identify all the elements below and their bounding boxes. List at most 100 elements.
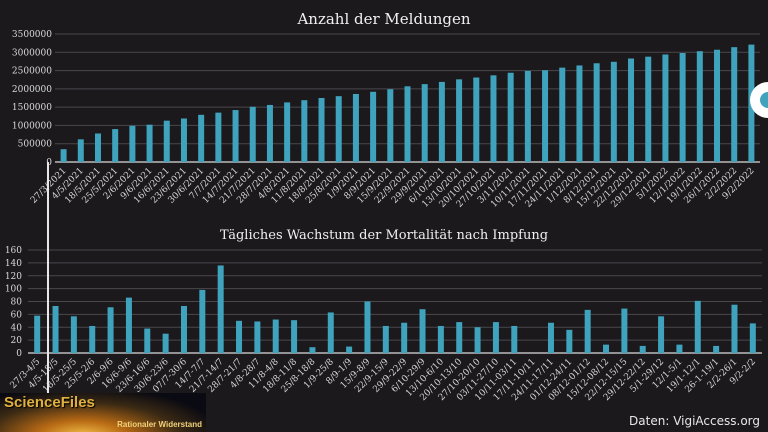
bar: [70, 316, 77, 353]
bar: [346, 346, 353, 353]
bar: [217, 265, 224, 353]
bar: [490, 75, 497, 162]
bar: [146, 124, 153, 162]
bar: [731, 47, 738, 163]
y-tick-label: 0: [16, 349, 22, 359]
y-tick-label: 160: [5, 246, 22, 256]
bar: [731, 304, 738, 353]
bar: [584, 309, 591, 353]
bar: [696, 51, 703, 163]
bar: [309, 347, 316, 353]
bar: [112, 129, 119, 162]
bar: [34, 315, 41, 353]
logo-tagline: Rationaler Widerstand: [117, 420, 202, 429]
bar: [645, 56, 652, 162]
bar: [232, 110, 239, 162]
bar: [507, 72, 514, 162]
bar: [52, 306, 59, 353]
bar: [266, 104, 273, 162]
bar: [107, 307, 114, 353]
bar: [163, 120, 170, 162]
y-tick-label: 20: [11, 336, 23, 346]
bar: [291, 320, 298, 353]
bar: [438, 81, 445, 162]
bar: [419, 309, 426, 353]
bar: [370, 91, 377, 162]
bar: [474, 327, 481, 353]
y-tick-label: 2500000: [12, 67, 52, 77]
bar: [492, 322, 499, 353]
bar: [658, 316, 665, 353]
bar: [387, 89, 394, 162]
y-tick-label: 100: [5, 285, 22, 295]
chart-top: 0 500000 1000000 1500000 2000000 2500000 30000…: [12, 30, 760, 210]
y-tick-label: 140: [5, 259, 22, 269]
bar: [676, 344, 683, 353]
chart-bottom: 02040608010012014016027/3-4/54/5-18/518/…: [5, 246, 762, 403]
bar: [162, 333, 169, 353]
y-tick-label: 3000000: [12, 48, 52, 58]
bar: [284, 102, 291, 162]
bar: [566, 329, 573, 353]
bar: [621, 308, 628, 353]
circle-decoration-inner: [760, 92, 768, 108]
bar: [559, 67, 566, 162]
data-source: Daten: VigiAccess.org: [629, 414, 760, 428]
bar: [382, 325, 389, 353]
bar: [610, 61, 617, 163]
bar: [364, 301, 371, 353]
bar: [77, 139, 84, 162]
bar: [603, 344, 610, 353]
bar: [129, 125, 136, 162]
bar: [547, 322, 554, 353]
bar: [199, 289, 206, 353]
bar: [628, 58, 635, 163]
y-tick-label: 80: [11, 298, 23, 308]
bar: [679, 53, 686, 162]
bar: [593, 63, 600, 162]
bar: [511, 325, 518, 353]
y-tick-label: 3500000: [12, 30, 52, 40]
bar: [542, 70, 549, 162]
bar: [301, 100, 308, 162]
bar: [89, 325, 96, 353]
bar: [125, 297, 132, 353]
bar: [576, 65, 583, 162]
chart-title-bottom: Tägliches Wachstum der Mortalität nach I…: [220, 228, 548, 243]
y-tick-label: 60: [11, 310, 23, 320]
bar: [662, 54, 669, 163]
bar: [94, 133, 101, 162]
bar: [272, 319, 279, 353]
bar: [713, 345, 720, 353]
bar: [236, 320, 243, 353]
bar: [421, 84, 428, 162]
bar: [401, 322, 408, 353]
bar: [335, 96, 342, 162]
bar: [694, 300, 701, 353]
y-tick-label: 1500000: [12, 103, 52, 113]
y-tick-label: 120: [5, 272, 22, 282]
bar: [639, 345, 646, 353]
bar: [144, 328, 151, 353]
circle-decoration: [750, 82, 768, 118]
logo-name: ScienceFiles: [4, 394, 95, 411]
y-tick-label: 500000: [18, 140, 53, 150]
y-tick-label: 1000000: [12, 121, 52, 131]
bar: [456, 79, 463, 162]
bar: [180, 118, 187, 162]
chart-title-top: Anzahl der Meldungen: [296, 10, 470, 28]
bar: [215, 112, 222, 162]
bar: [180, 306, 187, 353]
bar: [318, 98, 325, 162]
y-tick-label: 2000000: [12, 85, 52, 95]
bar: [437, 325, 444, 353]
bar: [60, 149, 67, 162]
y-tick-label: 40: [11, 323, 23, 333]
bar: [327, 312, 334, 353]
bar: [198, 114, 205, 162]
bar: [352, 93, 359, 162]
bar: [404, 86, 411, 162]
bar: [473, 77, 480, 162]
bar: [456, 322, 463, 353]
